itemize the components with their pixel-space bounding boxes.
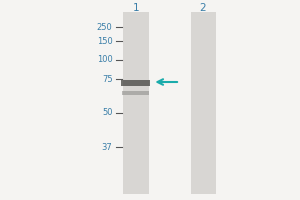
Text: 100: 100 (97, 55, 112, 64)
Text: 250: 250 (97, 22, 112, 31)
FancyBboxPatch shape (122, 80, 150, 86)
FancyBboxPatch shape (122, 91, 149, 95)
FancyBboxPatch shape (123, 12, 148, 194)
FancyBboxPatch shape (190, 12, 216, 194)
Text: 150: 150 (97, 36, 112, 46)
Text: 37: 37 (102, 142, 112, 152)
Text: 75: 75 (102, 74, 112, 84)
Text: 1: 1 (133, 3, 140, 13)
Text: 2: 2 (199, 3, 206, 13)
Text: 50: 50 (102, 108, 112, 117)
